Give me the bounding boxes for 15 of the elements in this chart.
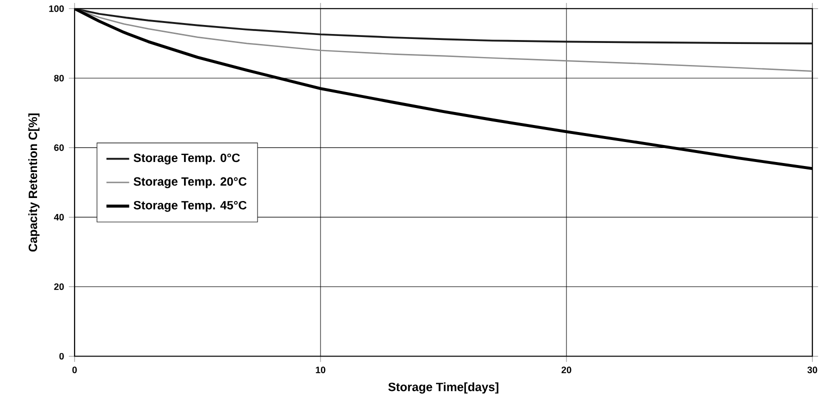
x-tick-label: 0 <box>72 366 77 374</box>
legend-label: Storage Temp. 45°C <box>134 201 247 212</box>
x-tick-label: 30 <box>807 366 818 374</box>
legend-label: Storage Temp. 0°C <box>134 154 240 165</box>
y-axis-title: Capacity Retention C[%] <box>28 114 40 252</box>
y-tick-label: 60 <box>54 144 64 152</box>
y-tick-label: 0 <box>59 353 64 360</box>
y-tick-label: 40 <box>54 214 64 221</box>
x-tick-label: 20 <box>562 366 572 374</box>
y-tick-label: 80 <box>54 75 64 82</box>
y-tick-label: 20 <box>54 284 64 290</box>
x-tick-label: 10 <box>316 366 326 374</box>
legend-label: Storage Temp. 20°C <box>134 178 247 188</box>
x-axis-title: Storage Time[days] <box>388 382 498 394</box>
y-tick-label: 100 <box>49 6 64 12</box>
